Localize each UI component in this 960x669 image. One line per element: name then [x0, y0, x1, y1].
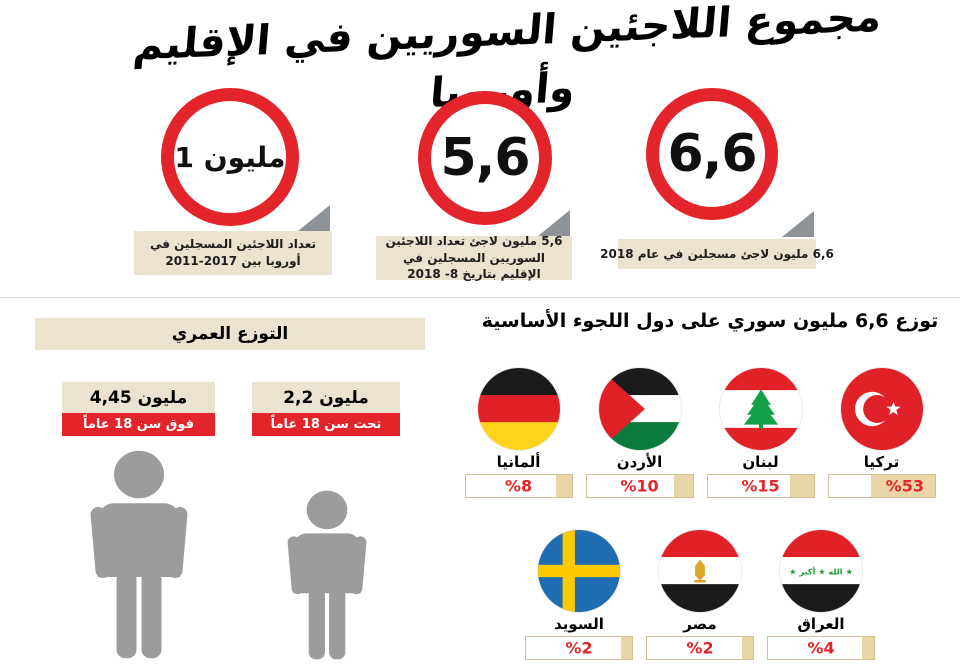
adults-label: فوق سن 18 عاماً — [62, 413, 215, 436]
callout-arrow-icon — [782, 211, 814, 237]
total-circle-2018: 6,6 — [646, 88, 778, 220]
percent-bar-fill — [870, 475, 935, 497]
svg-text:★ الله ★ أكبر ★: ★ الله ★ أكبر ★ — [789, 566, 853, 577]
percent-value: %2 — [686, 638, 714, 658]
percent-bar: %2 — [646, 636, 754, 660]
percent-value: %10 — [620, 476, 659, 496]
country-germany: ألمانيا %8 — [463, 368, 575, 498]
total-value-europe: 1 مليون — [174, 140, 287, 174]
total-value-region: 5,6 — [440, 128, 530, 188]
percent-value: %53 — [885, 476, 924, 496]
section-divider — [0, 297, 960, 298]
turkey-flag-icon — [840, 368, 923, 450]
country-name: ألمانيا — [496, 453, 541, 471]
percent-bar: %2 — [525, 636, 633, 660]
iraq-flag-icon: ★ الله ★ أكبر ★ — [780, 530, 862, 612]
country-lebanon: لبنان %15 — [705, 368, 817, 498]
country-name: تركيا — [863, 453, 900, 471]
age-section-title: التوزع العمري — [35, 318, 425, 350]
percent-bar-fill — [555, 475, 572, 497]
country-name: العراق — [797, 615, 845, 633]
countries-row-2: السويد %2 مصر % — [455, 530, 945, 660]
percent-bar: %10 — [585, 474, 694, 498]
country-turkey: تركيا %53 — [826, 368, 938, 498]
percent-bar-fill — [862, 637, 874, 659]
child-person-icon — [287, 490, 367, 660]
country-jordan: الأردن %10 — [584, 368, 696, 498]
country-name: السويد — [554, 615, 604, 633]
country-egypt: مصر %2 — [644, 530, 756, 660]
percent-value: %15 — [741, 476, 780, 496]
countries-section-title: توزع 6,6 مليون سوري على دول اللجوء الأسا… — [481, 310, 939, 332]
percent-bar-fill — [742, 637, 753, 659]
egypt-flag-icon — [659, 530, 741, 612]
caption-europe: تعداد اللاجئين المسجلين في أوروبا بين 20… — [134, 231, 332, 275]
caption-2018: 6,6 مليون لاجئ مسجلين في عام 2018 — [600, 239, 834, 269]
percent-bar: %53 — [827, 474, 936, 498]
children-count: 2,2 مليون — [252, 382, 400, 413]
callout-arrow-icon — [298, 205, 330, 231]
percent-value: %2 — [565, 638, 593, 658]
adult-person-icon — [90, 450, 188, 659]
percent-bar: %4 — [767, 636, 875, 660]
country-name: الأردن — [616, 453, 663, 471]
percent-bar-fill — [621, 637, 632, 659]
adults-count: 4,45 مليون — [62, 382, 215, 413]
lebanon-flag-icon — [719, 368, 802, 450]
percent-bar: %8 — [464, 474, 573, 498]
total-circle-region: 5,6 — [418, 91, 552, 225]
total-circle-europe: 1 مليون — [161, 88, 299, 226]
percent-bar: %15 — [706, 474, 815, 498]
percent-bar-fill — [790, 475, 814, 497]
sweden-flag-icon — [538, 530, 620, 612]
children-label: تحت سن 18 عاماً — [252, 413, 400, 436]
jordan-flag-icon — [598, 368, 681, 450]
percent-bar-fill — [674, 475, 693, 497]
germany-flag-icon — [477, 368, 560, 450]
countries-row-1: ألمانيا %8 الأردن %10 — [455, 368, 945, 498]
country-iraq: ★ الله ★ أكبر ★ العراق %4 — [765, 530, 877, 660]
country-name: لبنان — [742, 453, 779, 471]
country-sweden: السويد %2 — [523, 530, 635, 660]
percent-value: %4 — [807, 638, 835, 658]
country-name: مصر — [683, 615, 717, 633]
percent-value: %8 — [504, 476, 533, 496]
total-value-2018: 6,6 — [667, 124, 757, 184]
caption-region: 5,6 مليون لاجئ تعداد اللاجئين السوريين ا… — [376, 234, 572, 281]
